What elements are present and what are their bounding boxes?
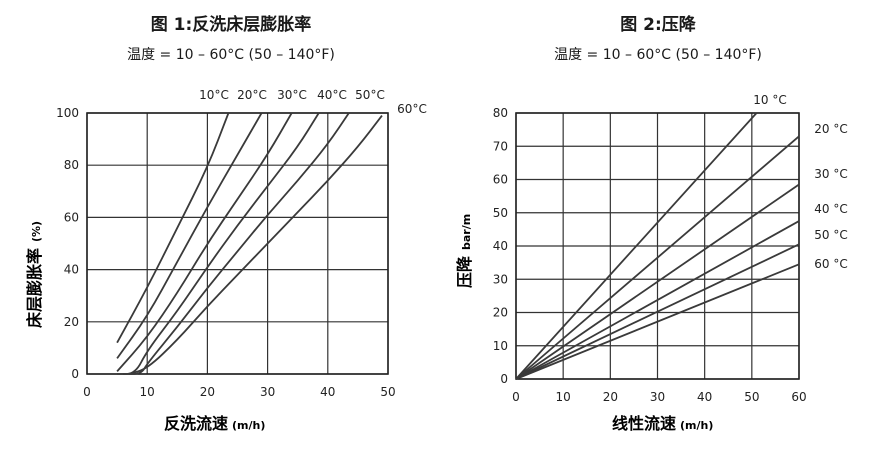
chart2-yaxis-title: 压降 bar/m bbox=[455, 214, 474, 288]
chart1-series-line-2 bbox=[116, 112, 263, 359]
chart1-ylabel: 床层膨胀率 bbox=[25, 248, 44, 328]
chart2-xlabel: 线性流速 bbox=[612, 414, 676, 433]
chart1-xtick-label: 40 bbox=[320, 385, 335, 399]
chart1-series-label-2: 20°C bbox=[237, 88, 267, 102]
chart1-xunit: (m/h) bbox=[232, 419, 265, 432]
chart1-xlabel: 反洗流速 bbox=[164, 414, 228, 433]
chart2-xunit: (m/h) bbox=[680, 419, 713, 432]
chart2-series-line-5 bbox=[515, 243, 800, 380]
chart2-xtick-label: 40 bbox=[697, 390, 712, 404]
chart2-ylabel: 压降 bbox=[455, 255, 474, 288]
chart1-xtick-label: 30 bbox=[260, 385, 275, 399]
chart2-yunit: bar/m bbox=[460, 214, 473, 250]
chart1-yaxis-title: 床层膨胀率 (%) bbox=[25, 221, 44, 328]
chart2-ytick-label: 10 bbox=[493, 339, 508, 353]
chart2-series-label-5: 50 °C bbox=[814, 228, 847, 242]
chart2-ytick-label: 60 bbox=[493, 173, 508, 187]
chart2-xtick-label: 20 bbox=[603, 390, 618, 404]
chart2-xtick-label: 60 bbox=[791, 390, 806, 404]
chart1-xtick-label: 20 bbox=[200, 385, 215, 399]
chart1-series-line-1 bbox=[116, 112, 230, 344]
chart1-ytick-label: 40 bbox=[64, 263, 79, 277]
chart1-ytick-label: 80 bbox=[64, 158, 79, 172]
chart2-xtick-label: 30 bbox=[650, 390, 665, 404]
chart2-xtick-label: 10 bbox=[556, 390, 571, 404]
chart1-ytick-label: 0 bbox=[71, 367, 79, 381]
chart2-series-line-6 bbox=[515, 263, 800, 380]
chart1-xaxis-title: 反洗流速 (m/h) bbox=[164, 414, 265, 433]
chart2-plot: 0 10 20 30 40 50 60 0 10 20 30 40 50 60 70 80 10 °C 20 °C… bbox=[493, 93, 848, 404]
chart2-xtick-label: 50 bbox=[744, 390, 759, 404]
chart2-ytick-label: 20 bbox=[493, 306, 508, 320]
chart1-title: 图 1:反洗床层膨胀率 bbox=[150, 15, 312, 35]
chart1-series-label-5: 50°C bbox=[355, 88, 385, 102]
chart2-series-label-3: 30 °C bbox=[814, 167, 847, 181]
chart1-plot: 0 10 20 30 40 50 0 20 40 60 80 100 10°C 20°C 30°C 40°C 5… bbox=[56, 88, 427, 399]
chart1-series-label-6: 60°C bbox=[397, 102, 427, 116]
chart2-ytick-label: 80 bbox=[493, 106, 508, 120]
chart2-frame bbox=[515, 112, 800, 380]
chart1-series-label-4: 40°C bbox=[317, 88, 347, 102]
chart2-series-label-1: 10 °C bbox=[753, 93, 786, 107]
chart2-ytick-label: 50 bbox=[493, 206, 508, 220]
chart1-xtick-label: 50 bbox=[380, 385, 395, 399]
chart1-xtick-label: 10 bbox=[140, 385, 155, 399]
chart2-xtick-label: 0 bbox=[512, 390, 520, 404]
chart2-series-label-2: 20 °C bbox=[814, 122, 847, 136]
chart1-xtick-label: 0 bbox=[83, 385, 91, 399]
chart2-series-label-4: 40 °C bbox=[814, 202, 847, 216]
chart1-series-label-3: 30°C bbox=[277, 88, 307, 102]
chart2-series-line-4 bbox=[515, 220, 800, 380]
chart2-ytick-label: 70 bbox=[493, 139, 508, 153]
chart1-subtitle: 温度 = 10 – 60°C (50 – 140°F) bbox=[127, 47, 335, 63]
chart2-ytick-label: 40 bbox=[493, 239, 508, 253]
chart1-yunit: (%) bbox=[30, 221, 43, 242]
chart2-series-label-6: 60 °C bbox=[814, 257, 847, 271]
chart1-series-label-1: 10°C bbox=[199, 88, 229, 102]
chart1-series-line-6 bbox=[128, 115, 383, 375]
chart2-ytick-label: 30 bbox=[493, 272, 508, 286]
chart1-ytick-label: 60 bbox=[64, 210, 79, 224]
chart1-ytick-label: 20 bbox=[64, 315, 79, 329]
chart2-ytick-label: 0 bbox=[500, 372, 508, 386]
chart1-series-line-5 bbox=[123, 112, 350, 375]
chart2-subtitle: 温度 = 10 – 60°C (50 – 140°F) bbox=[554, 47, 762, 63]
chart2-xaxis-title: 线性流速 (m/h) bbox=[612, 414, 713, 433]
chart2-title: 图 2:压降 bbox=[620, 15, 696, 35]
chart1-frame bbox=[86, 112, 389, 375]
chart1-series-line-3 bbox=[116, 112, 293, 372]
chart1-ytick-label: 100 bbox=[56, 106, 79, 120]
chart2-series-line-2 bbox=[515, 135, 800, 380]
chart2-series-line-1 bbox=[515, 112, 758, 380]
chart2-series-line-3 bbox=[515, 183, 800, 380]
